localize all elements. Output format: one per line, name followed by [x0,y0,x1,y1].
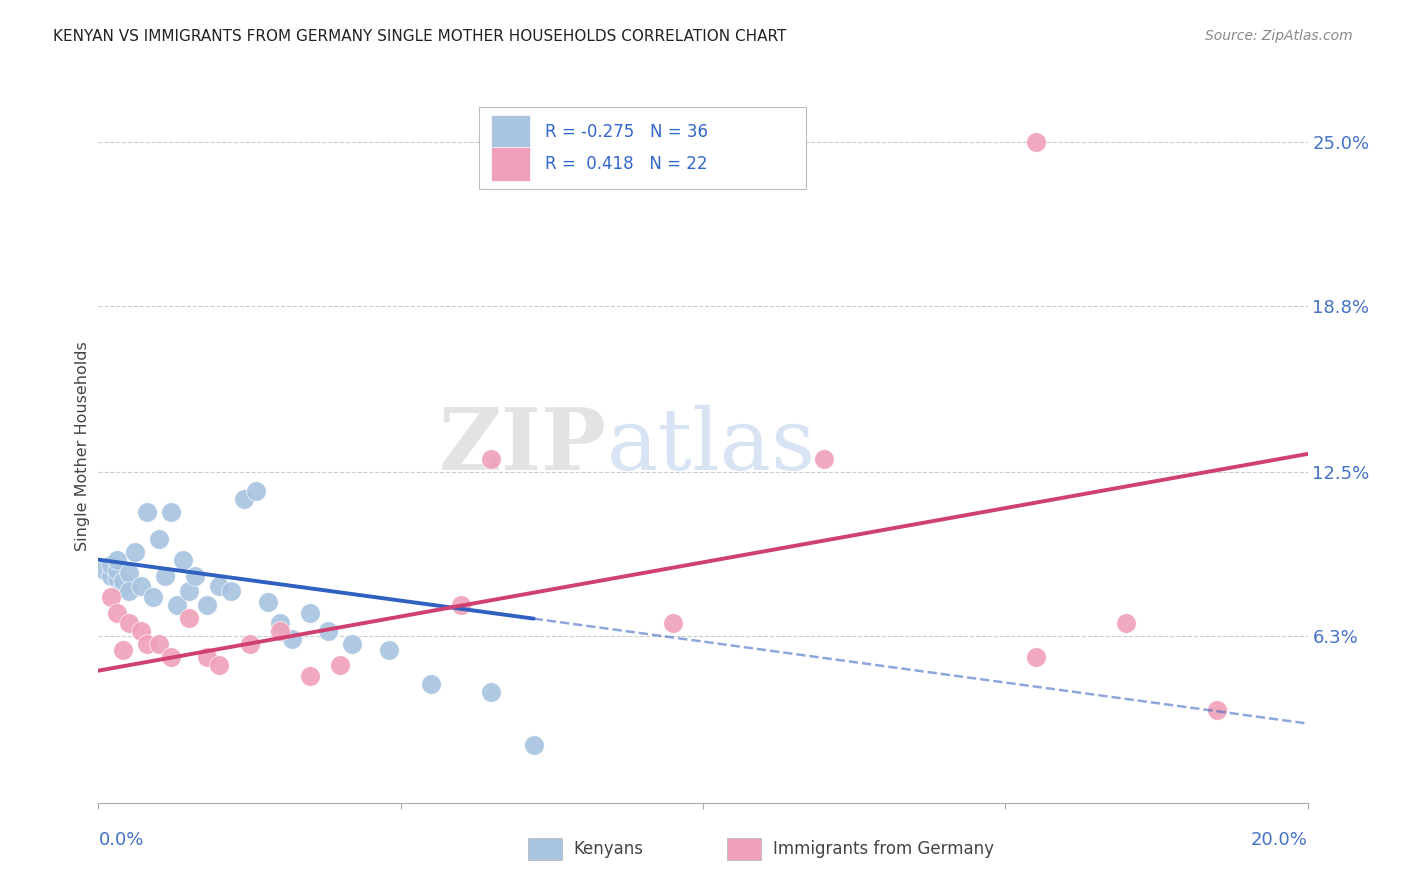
Point [105,552,128,566]
Point [481,452,503,467]
Point [124,545,146,559]
FancyBboxPatch shape [527,838,561,860]
Point [208,658,231,673]
Point [299,606,322,620]
Point [129,579,152,593]
Point [160,650,183,665]
Y-axis label: Single Mother Households: Single Mother Households [75,341,90,551]
Point [329,658,352,673]
Point [1206,703,1229,717]
Point [111,579,134,593]
Point [813,452,835,467]
Point [135,505,157,519]
Point [111,642,134,657]
Text: R =  0.418   N = 22: R = 0.418 N = 22 [544,155,707,173]
Point [450,598,472,612]
Text: Kenyans: Kenyans [574,840,644,858]
Point [100,558,122,572]
Point [481,685,503,699]
Point [105,563,128,577]
Point [232,491,254,506]
Point [118,616,141,631]
Point [105,571,128,585]
FancyBboxPatch shape [479,107,806,189]
Text: 0.0%: 0.0% [98,831,143,849]
Point [256,595,278,609]
Point [245,483,267,498]
Point [281,632,304,646]
Text: Immigrants from Germany: Immigrants from Germany [773,840,994,858]
Point [269,624,291,638]
Point [661,616,683,631]
Point [1115,616,1137,631]
Point [316,624,339,638]
Text: atlas: atlas [606,404,815,488]
Point [105,606,128,620]
Text: 20.0%: 20.0% [1251,831,1308,849]
Point [142,590,165,604]
Point [221,584,243,599]
FancyBboxPatch shape [492,115,530,149]
Text: R = -0.275   N = 36: R = -0.275 N = 36 [544,123,707,141]
Point [172,552,194,566]
Point [148,532,170,546]
Point [153,568,176,582]
Point [299,669,322,683]
Point [239,637,262,651]
Point [195,598,218,612]
Point [179,584,201,599]
Point [118,584,141,599]
FancyBboxPatch shape [492,147,530,181]
Point [111,574,134,588]
Point [195,650,218,665]
Point [420,677,443,691]
Point [523,738,546,752]
Point [100,590,122,604]
Point [184,568,207,582]
Point [208,579,231,593]
Point [100,568,122,582]
Point [377,642,399,657]
Point [269,616,291,631]
Point [148,637,170,651]
Point [179,611,201,625]
Text: ZIP: ZIP [439,404,606,488]
Point [129,624,152,638]
Point [118,566,141,580]
Point [1024,135,1046,149]
Text: KENYAN VS IMMIGRANTS FROM GERMANY SINGLE MOTHER HOUSEHOLDS CORRELATION CHART: KENYAN VS IMMIGRANTS FROM GERMANY SINGLE… [53,29,787,44]
Point [1024,650,1046,665]
Point [93,563,115,577]
Point [135,637,157,651]
FancyBboxPatch shape [727,838,761,860]
Point [166,598,188,612]
Text: Source: ZipAtlas.com: Source: ZipAtlas.com [1205,29,1353,43]
Point [342,637,364,651]
Point [160,505,183,519]
